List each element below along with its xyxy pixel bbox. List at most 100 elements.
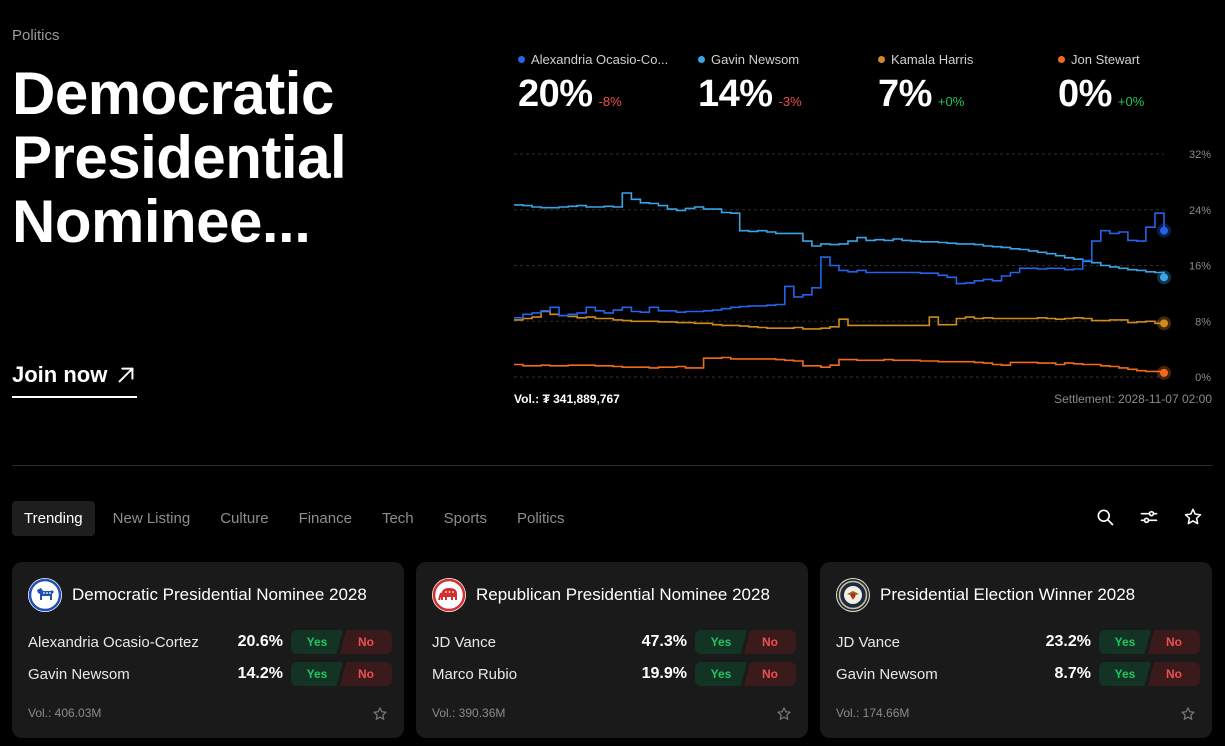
legend-item: Jon Stewart 0% +0%	[1058, 52, 1144, 116]
card-volume: Vol.: 390.36M	[432, 706, 506, 720]
settlement-label: Settlement: 2028-11-07 02:00	[1054, 392, 1212, 406]
star-icon[interactable]	[1181, 505, 1205, 529]
tab-finance[interactable]: Finance	[298, 510, 352, 527]
yes-button[interactable]: Yes	[695, 662, 747, 686]
series-line	[514, 356, 1165, 373]
outcome-name: Gavin Newsom	[28, 665, 130, 683]
outcome-name: Marco Rubio	[432, 665, 518, 683]
endpoint-marker	[1160, 226, 1168, 235]
toolbar	[1093, 505, 1205, 529]
presidential-seal-icon	[836, 578, 870, 612]
tab-sports[interactable]: Sports	[443, 510, 487, 527]
y-tick-label: 32%	[1189, 149, 1211, 161]
legend-item: Alexandria Ocasio-Co... 20% -8%	[518, 52, 668, 116]
market-card[interactable]: Republican Presidential Nominee 2028 JD …	[416, 562, 808, 738]
page-title: Democratic Presidential Nominee...	[12, 60, 347, 255]
join-now-link[interactable]: Join now	[12, 362, 138, 398]
outcome-percent: 23.2%	[1045, 633, 1091, 650]
tab-trending[interactable]: Trending	[12, 501, 95, 536]
card-title[interactable]: Presidential Election Winner 2028	[880, 585, 1136, 604]
tab-tech[interactable]: Tech	[381, 510, 414, 527]
endpoint-marker	[1160, 273, 1168, 282]
series-line	[514, 192, 1165, 278]
outcome-name: Gavin Newsom	[836, 665, 938, 683]
outcome-row: Marco Rubio 19.9% Yes No	[432, 662, 796, 686]
card-volume: Vol.: 174.66M	[836, 706, 910, 720]
legend-item: Kamala Harris 7% +0%	[878, 52, 973, 116]
outcome-name: JD Vance	[432, 633, 496, 651]
outcome-row: Alexandria Ocasio-Cortez 20.6% Yes No	[28, 630, 392, 654]
join-now-label: Join now	[12, 362, 108, 387]
y-tick-label: 0%	[1195, 372, 1211, 384]
yes-button[interactable]: Yes	[291, 630, 343, 654]
legend-change: -8%	[598, 94, 622, 109]
no-button[interactable]: No	[340, 630, 392, 654]
volume-label: Vol.: ₮ 341,889,767	[514, 392, 620, 406]
yes-button[interactable]: Yes	[695, 630, 747, 654]
outcome-row: Gavin Newsom 14.2% Yes No	[28, 662, 392, 686]
legend-percent: 20%	[518, 73, 593, 115]
no-button[interactable]: No	[744, 630, 796, 654]
favorite-star-icon[interactable]	[1180, 706, 1196, 722]
section-divider	[12, 465, 1213, 466]
card-title[interactable]: Democratic Presidential Nominee 2028	[72, 585, 367, 604]
legend-item: Gavin Newsom 14% -3%	[698, 52, 802, 116]
no-button[interactable]: No	[340, 662, 392, 686]
category-label[interactable]: Politics	[12, 27, 60, 44]
favorite-star-icon[interactable]	[372, 706, 388, 722]
price-chart[interactable]: 32% 24% 16% 8% 0%	[510, 140, 1215, 390]
y-tick-label: 8%	[1195, 316, 1211, 328]
legend-name: Gavin Newsom	[711, 52, 800, 67]
outcome-percent: 20.6%	[237, 633, 283, 650]
series-line	[514, 310, 1164, 330]
no-button[interactable]: No	[1148, 662, 1200, 686]
favorite-star-icon[interactable]	[776, 706, 792, 722]
outcome-row: JD Vance 47.3% Yes No	[432, 630, 796, 654]
outcome-row: Gavin Newsom 8.7% Yes No	[836, 662, 1200, 686]
category-tabs: Trending New Listing Culture Finance Tec…	[12, 501, 577, 536]
endpoint-marker	[1160, 319, 1168, 328]
legend-percent: 14%	[698, 73, 773, 115]
legend-change: +0%	[1117, 94, 1145, 109]
market-card[interactable]: Presidential Election Winner 2028 JD Van…	[820, 562, 1212, 738]
republican-elephant-icon	[432, 578, 466, 612]
card-volume: Vol.: 406.03M	[28, 706, 102, 720]
y-tick-label: 24%	[1189, 205, 1211, 217]
no-button[interactable]: No	[1148, 630, 1200, 654]
legend-percent: 7%	[878, 73, 932, 115]
series-dot	[698, 56, 705, 63]
yes-button[interactable]: Yes	[291, 662, 343, 686]
yes-button[interactable]: Yes	[1099, 630, 1151, 654]
no-button[interactable]: No	[744, 662, 796, 686]
tab-culture[interactable]: Culture	[220, 510, 269, 527]
legend-percent: 0%	[1058, 73, 1112, 115]
tab-new-listing[interactable]: New Listing	[112, 510, 191, 527]
outcome-name: JD Vance	[836, 633, 900, 651]
outcome-percent: 47.3%	[641, 633, 687, 650]
legend-name: Jon Stewart	[1071, 52, 1140, 67]
democrat-donkey-icon	[28, 578, 62, 612]
outcome-percent: 14.2%	[237, 665, 283, 682]
series-dot	[518, 56, 525, 63]
series-dot	[1058, 56, 1065, 63]
legend-name: Alexandria Ocasio-Co...	[531, 52, 669, 67]
market-card[interactable]: Democratic Presidential Nominee 2028 Ale…	[12, 562, 404, 738]
sliders-icon[interactable]	[1137, 505, 1161, 529]
yes-button[interactable]: Yes	[1099, 662, 1151, 686]
series-dot	[878, 56, 885, 63]
outcome-percent: 8.7%	[1054, 665, 1091, 682]
outcome-percent: 19.9%	[641, 665, 687, 682]
endpoint-marker	[1160, 368, 1168, 377]
search-icon[interactable]	[1093, 505, 1117, 529]
legend-change: +0%	[937, 94, 965, 109]
legend-change: -3%	[778, 94, 802, 109]
card-title[interactable]: Republican Presidential Nominee 2028	[476, 585, 770, 604]
legend-name: Kamala Harris	[891, 52, 974, 67]
outcome-name: Alexandria Ocasio-Cortez	[28, 633, 199, 651]
arrow-up-right-icon	[118, 367, 134, 383]
outcome-row: JD Vance 23.2% Yes No	[836, 630, 1200, 654]
series-line	[514, 212, 1165, 319]
y-tick-label: 16%	[1189, 261, 1211, 273]
tab-politics[interactable]: Politics	[516, 510, 565, 527]
